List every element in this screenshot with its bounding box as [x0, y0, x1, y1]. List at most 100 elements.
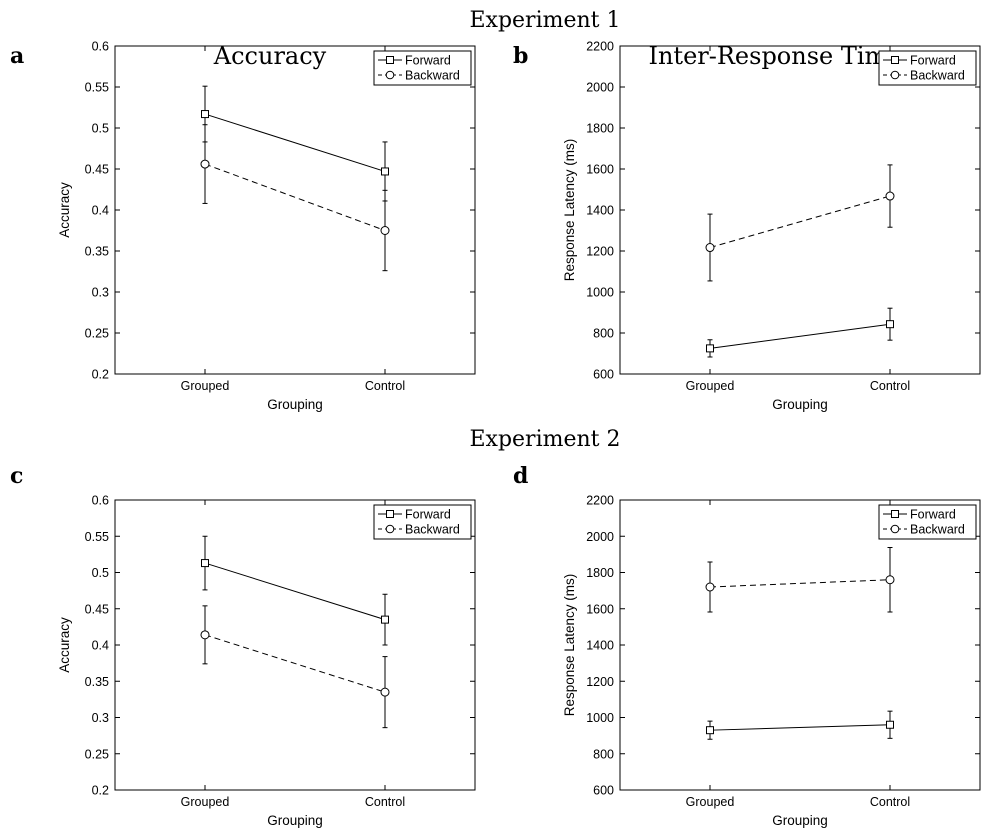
y-tick-label: 1000 — [586, 711, 614, 725]
data-point-square — [381, 167, 389, 176]
x-axis-label: Grouping — [772, 397, 828, 412]
y-tick-label: 0.2 — [92, 784, 109, 798]
panel-d-response-time-chart: d 600 800 1000 1200 1400 1600 1800 2000 2200 Group… — [513, 463, 981, 828]
plot-area-frame — [619, 45, 981, 375]
series-forward — [201, 535, 389, 646]
legend-square-marker — [386, 510, 394, 518]
x-tick-label: Grouped — [181, 379, 230, 393]
data-point-circle — [380, 226, 390, 235]
y-tick-label: 1600 — [586, 163, 614, 177]
data-point-square — [886, 320, 894, 329]
series-line-forward — [709, 323, 891, 349]
series-line-forward — [204, 113, 386, 172]
series-line-forward — [204, 562, 386, 621]
legend-circle-marker — [890, 524, 900, 534]
y-tick-label: 1200 — [586, 245, 614, 259]
data-point-circle — [705, 243, 715, 253]
y-axis-label: Accuracy — [57, 617, 72, 673]
y-tick-label: 2000 — [586, 530, 614, 544]
y-tick-label: 0.35 — [85, 245, 109, 259]
legend-circle-marker — [890, 70, 900, 80]
y-tick-label: 0.45 — [85, 602, 109, 616]
series-line-backward — [709, 579, 891, 588]
panel-letter-b: b — [513, 43, 528, 69]
data-point-circle — [380, 687, 390, 697]
series-line-backward — [204, 634, 386, 693]
x-axis-label: Grouping — [772, 813, 828, 828]
series-backward — [200, 124, 390, 272]
y-tick-label: 1400 — [586, 204, 614, 218]
series-backward — [705, 164, 895, 282]
y-axis-label: Response Latency (ms) — [562, 139, 577, 282]
y-tick-label: 0.2 — [92, 368, 109, 382]
legend-label-backward: Backward — [910, 523, 965, 537]
y-tick-label: 800 — [593, 747, 614, 761]
legend-label-forward: Forward — [910, 508, 956, 522]
legend-square-marker — [891, 510, 899, 518]
plot-area-frame — [114, 499, 476, 791]
legend-label-forward: Forward — [910, 54, 956, 68]
data-point-square — [381, 615, 389, 624]
panel-letter-a: a — [10, 43, 24, 69]
series-line-backward — [709, 195, 891, 248]
y-tick-label: 2200 — [586, 494, 614, 508]
x-axis-label: Grouping — [267, 813, 323, 828]
x-axis-label: Grouping — [267, 397, 323, 412]
data-point-circle — [885, 575, 895, 585]
y-tick-label: 2000 — [586, 81, 614, 95]
y-tick-label: 0.3 — [92, 711, 109, 725]
panel-c-accuracy-chart: c 0.2 0.25 0.3 0.35 0.4 0.45 0.5 0.55 0.6 Grouped C… — [10, 463, 476, 828]
experiment-2-title: Experiment 2 — [469, 427, 620, 452]
x-tick-label: Control — [870, 379, 910, 393]
y-tick-label: 0.4 — [92, 204, 109, 218]
data-point-square — [201, 559, 209, 568]
y-tick-label: 0.6 — [92, 494, 109, 508]
x-tick-label: Grouped — [181, 795, 230, 809]
y-tick-label: 1200 — [586, 675, 614, 689]
x-tick-label: Control — [365, 379, 405, 393]
legend-label-backward: Backward — [405, 69, 460, 83]
series-backward — [705, 546, 895, 613]
data-point-circle — [705, 582, 715, 592]
experiment-1-title: Experiment 1 — [469, 8, 620, 33]
panel-b-response-time-chart: b Inter-Response Time 600 800 1000 1200 1400 16… — [513, 40, 981, 412]
y-tick-label: 1800 — [586, 122, 614, 136]
y-tick-label: 0.6 — [92, 40, 109, 54]
x-tick-label: Control — [365, 795, 405, 809]
x-tick-label: Grouped — [686, 379, 735, 393]
series-forward — [201, 85, 389, 202]
x-tick-label: Control — [870, 795, 910, 809]
x-tick-label: Grouped — [686, 795, 735, 809]
series-line-backward — [204, 163, 386, 231]
y-axis-label: Response Latency (ms) — [562, 574, 577, 717]
y-tick-label: 800 — [593, 327, 614, 341]
y-tick-label: 2200 — [586, 40, 614, 54]
series-forward — [706, 307, 894, 358]
y-tick-label: 600 — [593, 784, 614, 798]
y-tick-label: 0.55 — [85, 81, 109, 95]
panel-a-accuracy-chart: a Accuracy 0.2 0.25 0.3 0.35 0.4 0.45 0.5 0.55 0.6… — [10, 40, 476, 412]
legend-label-forward: Forward — [405, 508, 451, 522]
series-forward — [706, 710, 894, 740]
data-point-circle — [200, 159, 210, 169]
y-axis-label: Accuracy — [57, 182, 72, 238]
y-tick-label: 0.35 — [85, 675, 109, 689]
data-point-circle — [885, 191, 895, 201]
data-point-square — [706, 726, 714, 735]
legend-label-backward: Backward — [910, 69, 965, 83]
panel-letter-c: c — [10, 463, 23, 489]
legend-label-backward: Backward — [405, 523, 460, 537]
y-tick-label: 0.45 — [85, 163, 109, 177]
y-tick-label: 0.5 — [92, 122, 109, 136]
plot-area-frame — [114, 45, 476, 375]
y-tick-label: 1400 — [586, 639, 614, 653]
panel-title-b: Inter-Response Time — [648, 42, 901, 70]
y-tick-label: 1800 — [586, 566, 614, 580]
series-backward — [200, 605, 390, 729]
series-line-forward — [709, 724, 891, 731]
